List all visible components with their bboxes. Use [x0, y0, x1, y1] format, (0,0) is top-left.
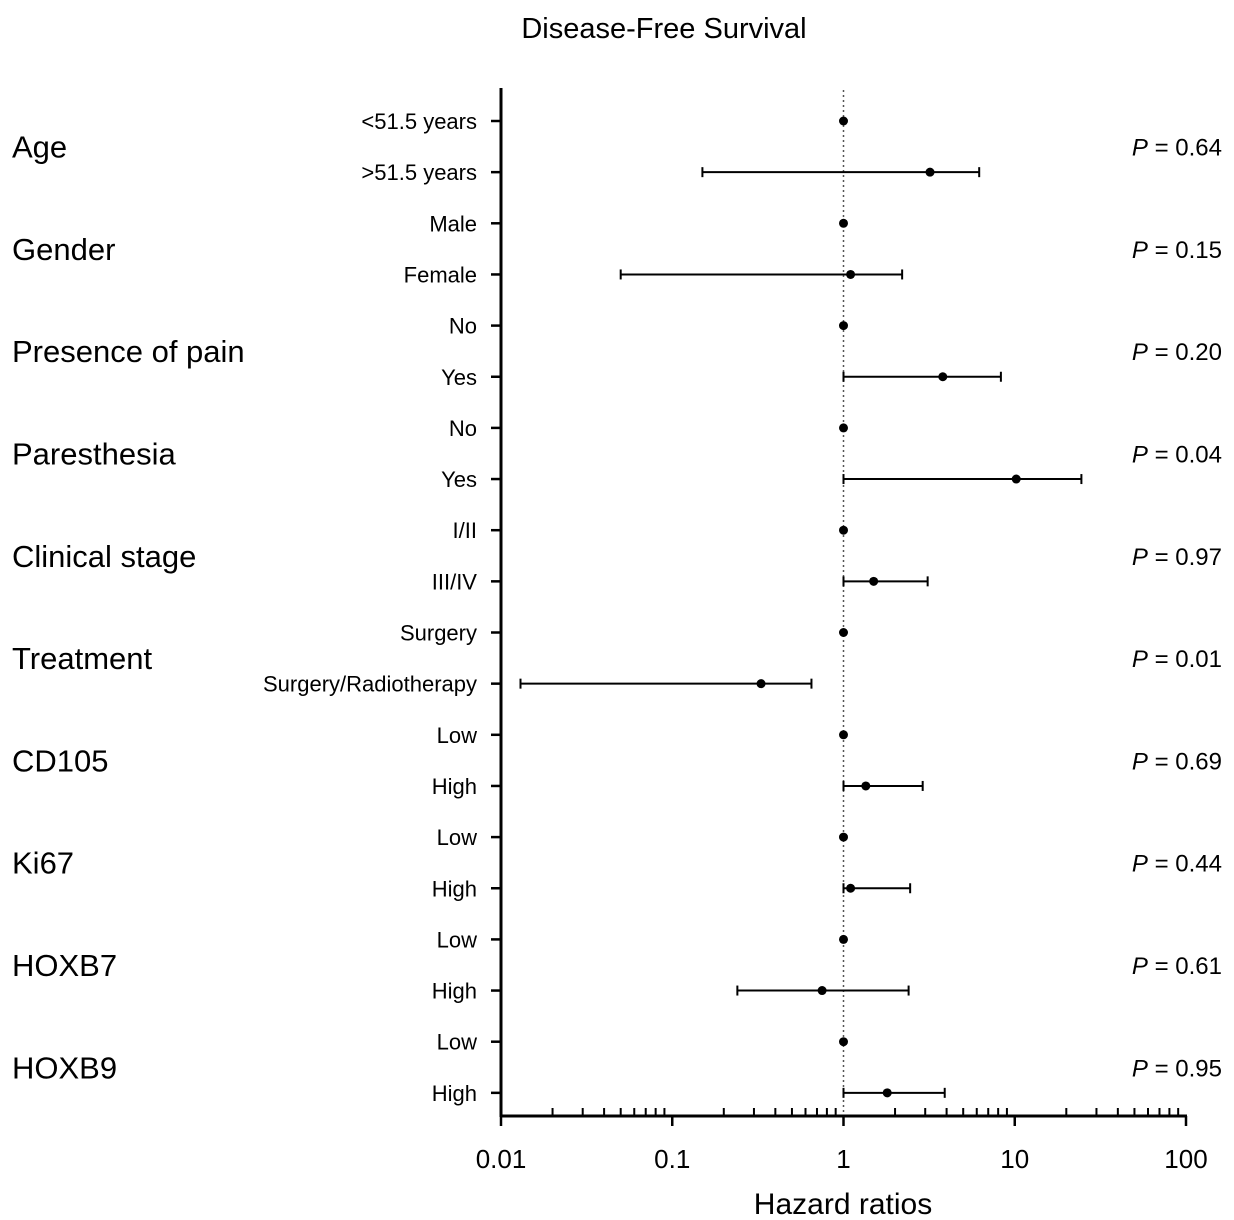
hazard-ratio-point	[817, 986, 827, 996]
p-symbol: P	[1132, 1055, 1148, 1082]
hazard-ratio-point	[846, 269, 856, 279]
plot-area: 0.01 0.1 1 10 100 Age P = 0.64 <51.5 years >51.5…	[12, 88, 1222, 1174]
group-label: HOXB7	[12, 948, 117, 983]
row-label: High	[432, 979, 477, 1004]
row-label: Yes	[441, 467, 477, 492]
p-symbol: P	[1132, 953, 1148, 980]
hazard-ratio-point	[839, 628, 848, 637]
group-label: Treatment	[12, 641, 153, 676]
p-value: = 0.95	[1148, 1055, 1222, 1082]
hazard-ratio-point	[925, 167, 935, 177]
hazard-ratio-point	[839, 218, 848, 228]
hazard-ratio-point	[861, 781, 871, 791]
hazard-ratio-point	[882, 1088, 892, 1098]
hazard-ratio-point	[839, 525, 848, 535]
p-value-label: P = 0.95	[1132, 1055, 1222, 1082]
group-label: Ki67	[12, 846, 74, 881]
row-label: Low	[437, 825, 477, 850]
p-value-label: P = 0.61	[1132, 953, 1222, 980]
p-value-label: P = 0.69	[1132, 748, 1222, 775]
row-label: No	[449, 416, 477, 441]
row-label: Female	[404, 262, 477, 287]
row-label: Male	[429, 211, 477, 236]
hazard-ratio-point	[938, 372, 948, 382]
p-symbol: P	[1132, 135, 1148, 162]
p-value: = 0.01	[1148, 646, 1222, 673]
x-tick-label: 1	[836, 1144, 850, 1174]
row-label: <51.5 years	[361, 109, 477, 134]
row-label: Low	[437, 723, 477, 748]
p-value: = 0.04	[1148, 441, 1222, 468]
group-label: Paresthesia	[12, 436, 176, 471]
p-value-label: P = 0.04	[1132, 441, 1222, 468]
hazard-ratio-point	[869, 576, 879, 586]
row-label: Low	[437, 1030, 477, 1055]
hazard-ratio-point	[846, 883, 856, 893]
p-symbol: P	[1132, 851, 1148, 878]
hazard-ratio-point	[756, 679, 766, 689]
row-label: I/II	[453, 518, 477, 543]
hazard-ratio-point	[839, 934, 848, 944]
row-label: High	[432, 876, 477, 901]
hazard-ratio-point	[839, 832, 848, 842]
chart-title: Disease-Free Survival	[521, 13, 806, 45]
p-symbol: P	[1132, 237, 1148, 264]
p-value: = 0.20	[1148, 339, 1222, 366]
p-value: = 0.44	[1148, 851, 1222, 878]
hazard-ratio-point	[839, 321, 848, 331]
x-axis-label: Hazard ratios	[754, 1188, 932, 1220]
group-label: Clinical stage	[12, 539, 196, 574]
p-value: = 0.97	[1148, 544, 1222, 571]
row-label: Surgery/Radiotherapy	[263, 672, 477, 697]
x-tick-label: 0.01	[476, 1144, 527, 1174]
hazard-ratio-point	[1011, 474, 1021, 484]
hazard-ratio-point	[839, 116, 848, 126]
p-value-label: P = 0.64	[1132, 135, 1222, 162]
row-label: No	[449, 314, 477, 339]
p-value-label: P = 0.15	[1132, 237, 1222, 264]
hazard-ratio-point	[839, 730, 848, 740]
row-label: Low	[437, 927, 477, 952]
x-tick-label: 100	[1164, 1144, 1207, 1174]
hazard-ratio-point	[839, 1037, 848, 1047]
hazard-ratio-point	[839, 423, 848, 433]
p-value-label: P = 0.97	[1132, 544, 1222, 571]
group-label: Gender	[12, 232, 115, 267]
x-tick-label: 0.1	[654, 1144, 690, 1174]
p-value: = 0.64	[1148, 135, 1222, 162]
row-label: Yes	[441, 365, 477, 390]
row-label: III/IV	[432, 569, 478, 594]
row-label: >51.5 years	[361, 160, 477, 185]
group-label: CD105	[12, 743, 109, 778]
p-value: = 0.69	[1148, 748, 1222, 775]
row-label: High	[432, 1081, 477, 1106]
row-label: Surgery	[400, 621, 477, 646]
p-symbol: P	[1132, 544, 1148, 571]
p-symbol: P	[1132, 339, 1148, 366]
p-value-label: P = 0.20	[1132, 339, 1222, 366]
x-tick-label: 10	[1000, 1144, 1029, 1174]
row-label: High	[432, 774, 477, 799]
p-symbol: P	[1132, 646, 1148, 673]
group-label: Presence of pain	[12, 334, 245, 369]
p-symbol: P	[1132, 748, 1148, 775]
p-value: = 0.15	[1148, 237, 1222, 264]
p-value-label: P = 0.44	[1132, 851, 1222, 878]
group-label: HOXB9	[12, 1050, 117, 1085]
group-label: Age	[12, 130, 67, 165]
p-value: = 0.61	[1148, 953, 1222, 980]
p-value-label: P = 0.01	[1132, 646, 1222, 673]
p-symbol: P	[1132, 441, 1148, 468]
